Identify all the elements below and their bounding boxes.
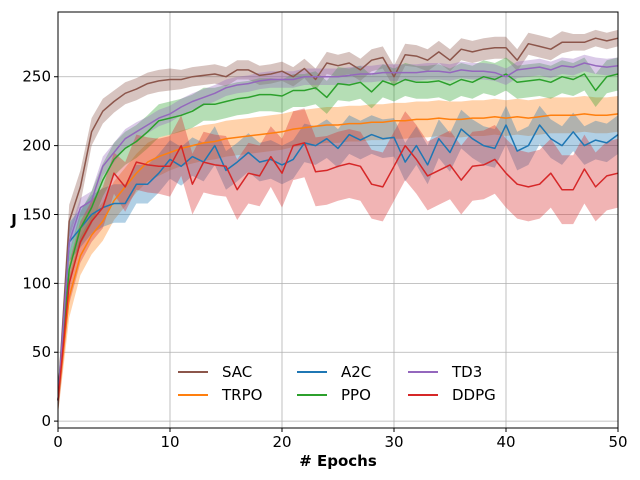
- td3-legend-label: TD3: [451, 363, 482, 381]
- td3-line: [57, 62, 619, 401]
- x-axis-title: # Epochs: [299, 452, 377, 470]
- x-tick-label: 20: [272, 433, 291, 451]
- series-lines: [57, 37, 619, 401]
- ddpg-line: [57, 142, 619, 401]
- y-tick-label: 50: [32, 343, 51, 361]
- ppo-legend-label: PPO: [341, 386, 371, 404]
- ddpg-legend-label: DDPG: [452, 386, 496, 404]
- a2c-band: [58, 105, 618, 415]
- trpo-line: [57, 113, 619, 401]
- trpo-legend-label: TRPO: [221, 386, 262, 404]
- ppo-band: [58, 57, 618, 415]
- y-tick-label: 150: [22, 205, 51, 223]
- y-tick-label: 0: [41, 412, 51, 430]
- trpo-band: [58, 96, 618, 415]
- grid-lines: [57, 12, 619, 428]
- legend: SAC TRPO A2C PPO TD3 DDPG: [178, 363, 496, 404]
- sac-legend-label: SAC: [222, 363, 252, 381]
- a2c-legend-label: A2C: [341, 363, 371, 381]
- y-axis-title: J: [10, 211, 17, 229]
- x-tick-label: 40: [496, 433, 515, 451]
- plot-frame: [57, 11, 619, 429]
- y-tick-label: 200: [22, 137, 51, 155]
- y-tick-label: 100: [22, 274, 51, 292]
- ppo-line: [57, 73, 619, 401]
- confidence-bands: [58, 29, 618, 415]
- ddpg-band: [58, 108, 618, 415]
- y-tick-label: 250: [22, 68, 51, 86]
- axis-ticks: 0 10 20 30 40 50 0 50 100 150 200 250: [22, 68, 627, 451]
- x-tick-label: 30: [384, 433, 403, 451]
- a2c-line: [57, 124, 619, 401]
- x-tick-label: 0: [53, 433, 63, 451]
- x-tick-label: 50: [608, 433, 627, 451]
- sac-line: [57, 37, 619, 401]
- x-tick-label: 10: [160, 433, 179, 451]
